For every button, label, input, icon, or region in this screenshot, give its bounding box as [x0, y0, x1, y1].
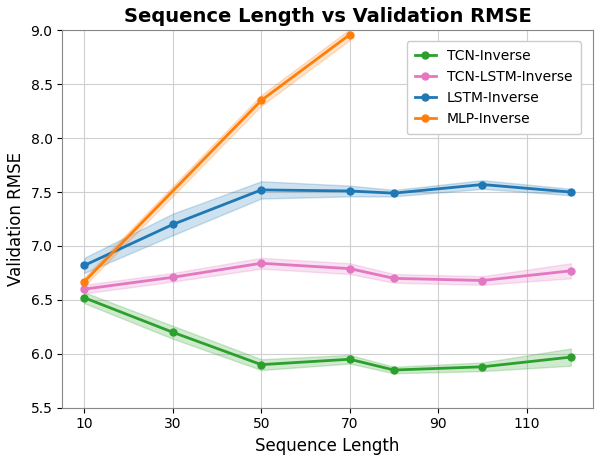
TCN-Inverse — [257, 362, 265, 367]
TCN-LSTM-Inverse — [81, 286, 88, 292]
TCN-Inverse — [346, 357, 353, 362]
Line: MLP-Inverse: MLP-Inverse — [81, 31, 353, 285]
LSTM-Inverse — [568, 189, 575, 195]
X-axis label: Sequence Length: Sequence Length — [256, 437, 400, 455]
Legend: TCN-Inverse, TCN-LSTM-Inverse, LSTM-Inverse, MLP-Inverse: TCN-Inverse, TCN-LSTM-Inverse, LSTM-Inve… — [407, 41, 581, 134]
TCN-LSTM-Inverse — [568, 268, 575, 274]
TCN-Inverse — [81, 295, 88, 301]
LSTM-Inverse — [346, 188, 353, 194]
LSTM-Inverse — [169, 222, 176, 227]
TCN-LSTM-Inverse — [169, 274, 176, 280]
TCN-LSTM-Inverse — [346, 266, 353, 271]
LSTM-Inverse — [81, 262, 88, 268]
TCN-Inverse — [169, 329, 176, 335]
Y-axis label: Validation RMSE: Validation RMSE — [7, 152, 25, 286]
Title: Sequence Length vs Validation RMSE: Sequence Length vs Validation RMSE — [124, 7, 532, 26]
TCN-Inverse — [568, 354, 575, 360]
TCN-Inverse — [391, 367, 398, 373]
MLP-Inverse — [346, 32, 353, 37]
MLP-Inverse — [257, 97, 265, 103]
TCN-LSTM-Inverse — [391, 275, 398, 281]
MLP-Inverse — [81, 279, 88, 284]
Line: TCN-Inverse: TCN-Inverse — [81, 294, 574, 373]
TCN-Inverse — [479, 364, 486, 370]
TCN-LSTM-Inverse — [479, 278, 486, 283]
LSTM-Inverse — [391, 190, 398, 196]
TCN-LSTM-Inverse — [257, 261, 265, 266]
Line: TCN-LSTM-Inverse: TCN-LSTM-Inverse — [81, 260, 574, 292]
LSTM-Inverse — [479, 182, 486, 187]
Line: LSTM-Inverse: LSTM-Inverse — [81, 181, 574, 269]
LSTM-Inverse — [257, 187, 265, 193]
